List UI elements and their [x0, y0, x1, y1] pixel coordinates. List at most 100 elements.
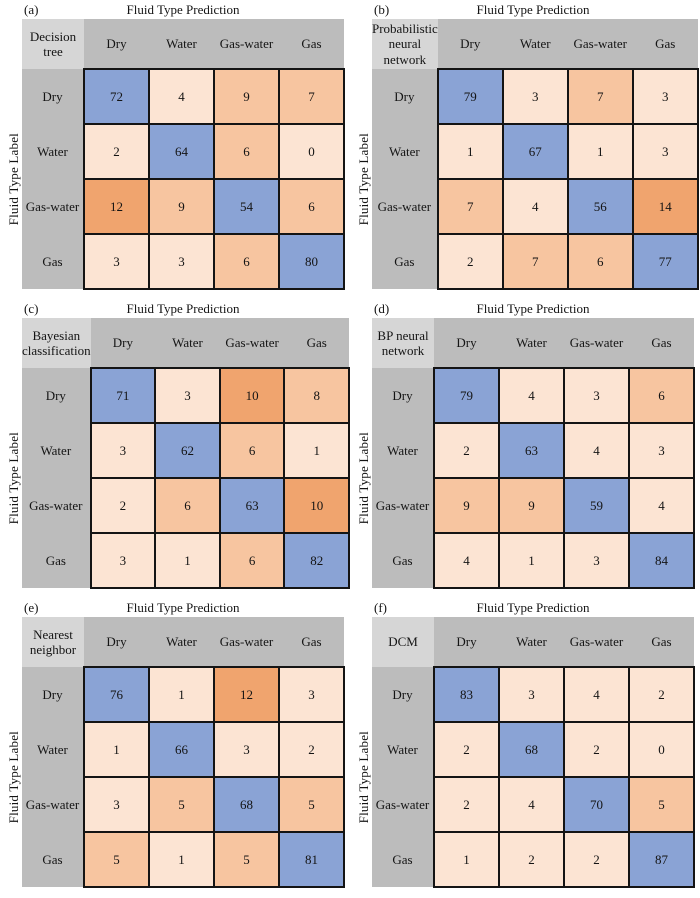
x-axis-title: Fluid Type Prediction: [126, 301, 240, 316]
matrix-cell: 59: [563, 477, 630, 534]
column-header-water: Water: [502, 19, 568, 69]
x-axis-title: Fluid Type Prediction: [476, 600, 590, 615]
column-header-water: Water: [499, 318, 564, 368]
matrix-cell: 9: [498, 477, 565, 534]
column-header-dry: Dry: [434, 617, 499, 667]
matrix-cell: 1: [433, 831, 500, 888]
method-name-cell: DCM: [372, 617, 434, 667]
matrix-cell: 2: [498, 831, 565, 888]
column-header-gas: Gas: [279, 617, 344, 667]
matrix-cell: 4: [498, 776, 565, 833]
confusion-matrix-table: Bayesian classification Dry Water Gas-water…: [22, 318, 350, 589]
confusion-matrix-panel: (f) Fluid Type Prediction Fluid Type Label…: [350, 598, 700, 898]
panel-body: Fluid Type Label Bayesian classification D…: [0, 318, 350, 589]
column-header-gas-water: Gas-water: [564, 318, 629, 368]
matrix-cell: 10: [218, 367, 286, 424]
y-axis-title: Fluid Type Label: [356, 132, 371, 226]
matrix-cell: 3: [89, 422, 157, 479]
matrix-cell: 68: [213, 776, 280, 833]
method-name-cell: Nearest neighbor: [22, 617, 84, 667]
matrix-cell: 6: [213, 233, 280, 290]
matrix-row: Gas 4 1 3 84: [372, 532, 695, 589]
matrix-cell: 9: [213, 68, 280, 125]
row-header-gas: Gas: [22, 533, 91, 588]
matrix-cell: 6: [566, 233, 634, 290]
panel-body: Fluid Type Label Probabilistic neural net…: [350, 19, 700, 290]
matrix-cell: 2: [563, 831, 630, 888]
y-axis-title: Fluid Type Label: [6, 730, 21, 824]
column-header-gas: Gas: [632, 19, 698, 69]
column-header-gas-water: Gas-water: [567, 19, 633, 69]
matrix-row: Gas-water 2 6 63 10: [22, 477, 350, 534]
x-axis-title: Fluid Type Prediction: [476, 301, 590, 316]
row-header-gas: Gas: [22, 832, 84, 887]
matrix-cell: 9: [433, 477, 500, 534]
method-name-cell: BP neural network: [372, 318, 434, 368]
column-header-water: Water: [149, 19, 214, 69]
matrix-cell: 62: [154, 422, 221, 479]
matrix-cell: 80: [278, 233, 345, 290]
confusion-matrix-table: DCM Dry Water Gas-water Gas Dry 83 3 4 2 Water 2 68 2…: [372, 617, 695, 888]
matrix-cell: 87: [628, 831, 695, 888]
matrix-row: Water 2 63 4 3: [372, 422, 695, 479]
matrix-cell: 70: [563, 776, 630, 833]
matrix-cell: 72: [83, 68, 150, 125]
row-header-water: Water: [372, 124, 438, 179]
method-name-cell: Bayesian classification: [22, 318, 91, 368]
matrix-cell: 3: [148, 233, 215, 290]
panel-header: (f) Fluid Type Prediction: [350, 600, 700, 617]
column-header-water: Water: [155, 318, 220, 368]
matrix-cell: 84: [628, 532, 695, 589]
row-header-water: Water: [22, 423, 91, 478]
panel-body: Fluid Type Label Decision tree Dry Water Gas…: [0, 19, 350, 290]
matrix-row: Water 1 66 3 2: [22, 721, 345, 778]
matrix-cell: 6: [628, 367, 695, 424]
matrix-cell: 2: [436, 233, 504, 290]
panel-header: (d) Fluid Type Prediction: [350, 301, 700, 318]
matrix-cell: 1: [83, 721, 150, 778]
column-header-dry: Dry: [434, 318, 499, 368]
row-header-dry: Dry: [22, 69, 84, 124]
matrix-cell: 6: [154, 477, 221, 534]
matrix-cell: 77: [631, 233, 699, 290]
matrix-row: Gas-water 12 9 54 6: [22, 178, 345, 235]
matrix-row: Dry 71 3 10 8: [22, 367, 350, 424]
panel-header: (a) Fluid Type Prediction: [0, 2, 350, 19]
matrix-cell: 63: [218, 477, 286, 534]
x-axis-title: Fluid Type Prediction: [126, 600, 240, 615]
y-axis-wrap: Fluid Type Label: [6, 19, 22, 289]
matrix-cell: 1: [283, 422, 350, 479]
matrix-cell: 0: [278, 123, 345, 180]
column-header-gas-water: Gas-water: [564, 617, 629, 667]
confusion-matrix-table: BP neural network Dry Water Gas-water Gas Dry…: [372, 318, 695, 589]
matrix-cell: 7: [278, 68, 345, 125]
confusion-matrix-table: Decision tree Dry Water Gas-water Gas Dry 72 4 9…: [22, 19, 345, 290]
matrix-cell: 3: [501, 68, 569, 125]
matrix-cell: 63: [498, 422, 565, 479]
matrix-cell: 2: [278, 721, 345, 778]
y-axis-title: Fluid Type Label: [6, 132, 21, 226]
matrix-row: Gas 2 7 6 77: [372, 233, 699, 290]
row-header-gas-water: Gas-water: [22, 777, 84, 832]
row-header-water: Water: [372, 423, 434, 478]
matrix-cell: 1: [436, 123, 504, 180]
method-name-cell: Decision tree: [22, 19, 84, 69]
confusion-matrix-panel: (d) Fluid Type Prediction Fluid Type Label…: [350, 299, 700, 598]
row-header-dry: Dry: [372, 667, 434, 722]
matrix-cell: 1: [154, 532, 221, 589]
row-header-gas: Gas: [372, 832, 434, 887]
matrix-cell: 5: [148, 776, 215, 833]
matrix-cell: 5: [83, 831, 150, 888]
row-header-gas: Gas: [372, 234, 438, 289]
matrix-row: Gas-water 2 4 70 5: [372, 776, 695, 833]
matrix-cell: 6: [218, 532, 286, 589]
matrix-cell: 5: [628, 776, 695, 833]
matrix-cell: 83: [433, 666, 500, 723]
method-name-cell: Probabilistic neural network: [372, 19, 438, 69]
matrix-cell: 3: [631, 68, 699, 125]
matrix-cell: 2: [433, 776, 500, 833]
matrix-cell: 81: [278, 831, 345, 888]
confusion-matrix-panel: (e) Fluid Type Prediction Fluid Type Label…: [0, 598, 350, 898]
matrix-cell: 1: [566, 123, 634, 180]
matrix-cell: 4: [563, 666, 630, 723]
